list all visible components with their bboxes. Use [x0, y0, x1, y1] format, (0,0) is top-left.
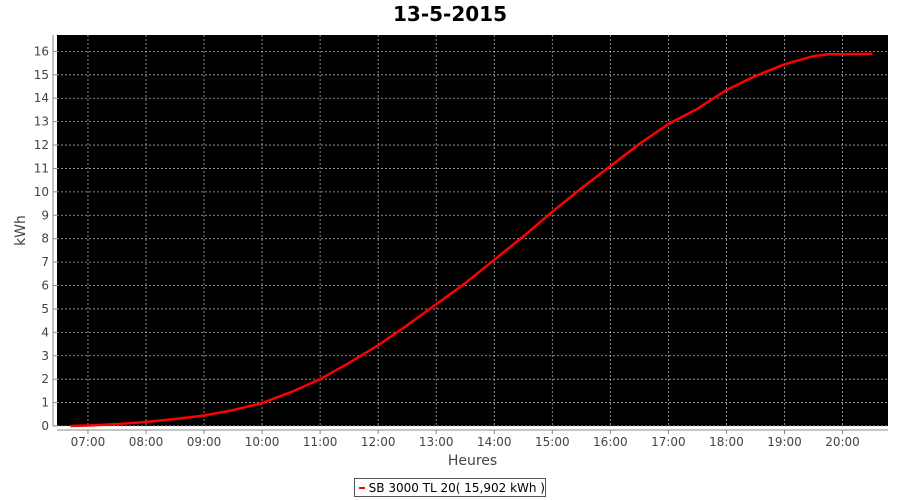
- y-tick-label: 0: [41, 419, 49, 433]
- legend-label: SB 3000 TL 20( 15,902 kWh ): [368, 480, 545, 495]
- y-tick-label: 14: [34, 91, 49, 105]
- x-axis-label: Heures: [448, 453, 497, 469]
- x-tick-label: 07:00: [71, 435, 106, 449]
- x-tick-label: 16:00: [593, 435, 628, 449]
- chart-title: 13-5-2015: [392, 2, 507, 26]
- plot-area: [57, 35, 888, 426]
- y-tick-label: 10: [34, 185, 49, 199]
- x-tick-label: 10:00: [245, 435, 280, 449]
- y-axis-label: kWh: [13, 215, 29, 246]
- y-tick-label: 8: [41, 232, 49, 246]
- y-tick-label: 16: [34, 44, 49, 58]
- y-tick-label: 12: [34, 138, 49, 152]
- y-tick-label: 9: [41, 208, 49, 222]
- y-tick-label: 13: [34, 115, 49, 129]
- y-tick-label: 2: [41, 372, 49, 386]
- x-tick-label: 11:00: [303, 435, 338, 449]
- y-tick-label: 1: [41, 396, 49, 410]
- x-tick-label: 18:00: [709, 435, 744, 449]
- x-tick-label: 19:00: [767, 435, 802, 449]
- y-tick-label: 4: [41, 325, 49, 339]
- x-tick-label: 15:00: [535, 435, 570, 449]
- x-tick-label: 09:00: [187, 435, 222, 449]
- y-tick-label: 6: [41, 279, 49, 293]
- series-line: [70, 52, 873, 428]
- x-tick-label: 12:00: [361, 435, 396, 449]
- y-tick-label: 15: [34, 68, 49, 82]
- y-tick-label: 3: [41, 349, 49, 363]
- y-tick-label: 7: [41, 255, 49, 269]
- y-tick-label: 11: [34, 161, 49, 175]
- x-tick-label: 20:00: [825, 435, 860, 449]
- x-tick-label: 17:00: [651, 435, 686, 449]
- x-tick-label: 13:00: [419, 435, 454, 449]
- x-tick-label: 14:00: [477, 435, 512, 449]
- x-tick-label: 08:00: [129, 435, 164, 449]
- y-tick-label: 5: [41, 302, 49, 316]
- legend: SB 3000 TL 20( 15,902 kWh ): [354, 478, 546, 497]
- legend-swatch: [359, 486, 365, 489]
